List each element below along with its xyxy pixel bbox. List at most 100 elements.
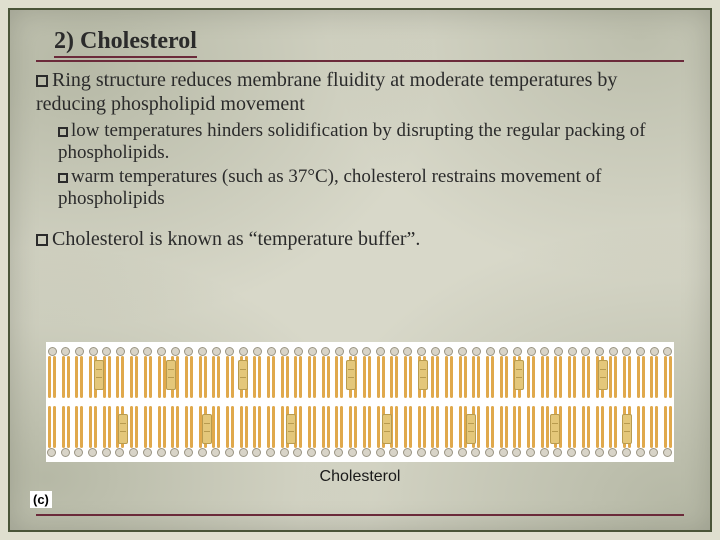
lipid-tail	[655, 356, 658, 398]
lipid-tail	[199, 356, 202, 398]
lipid-tail	[532, 356, 535, 398]
lipid-head-icon	[280, 448, 289, 457]
cholesterol-molecule-icon	[346, 360, 356, 390]
phospholipid	[429, 405, 441, 457]
lipid-tails	[62, 406, 70, 448]
lipid-tails	[500, 356, 508, 398]
lipid-tail	[185, 356, 188, 398]
lipid-tail	[491, 356, 494, 398]
lipid-tail	[171, 406, 174, 448]
lipid-head-icon	[553, 448, 562, 457]
lipid-tail	[308, 406, 311, 448]
phospholipid	[265, 405, 277, 457]
phospholipid	[525, 347, 537, 399]
lipid-tails	[486, 356, 494, 398]
lipid-head-icon	[403, 448, 412, 457]
lipid-tails	[363, 406, 371, 448]
lipid-tail	[149, 406, 152, 448]
cholesterol-molecule-icon	[202, 414, 212, 444]
lipid-head-icon	[486, 347, 495, 356]
lipid-tail	[614, 356, 617, 398]
lipid-tail	[450, 356, 453, 398]
lipid-tail	[217, 406, 220, 448]
lipid-head-icon	[225, 448, 234, 457]
lipid-tail	[108, 356, 111, 398]
lipid-tail	[190, 406, 193, 448]
lipid-tail	[486, 356, 489, 398]
phospholipid	[73, 405, 85, 457]
lipid-tail	[231, 356, 234, 398]
lipid-tails	[281, 356, 289, 398]
lipid-tails	[322, 356, 330, 398]
phospholipid	[484, 347, 496, 399]
phospholipid	[607, 347, 619, 399]
lipid-tail	[642, 406, 645, 448]
lipid-tail	[190, 356, 193, 398]
lipid-head-icon	[129, 448, 138, 457]
lipid-tail	[587, 356, 590, 398]
phospholipid	[73, 347, 85, 399]
lipid-tail	[267, 356, 270, 398]
lipid-head-icon	[184, 347, 193, 356]
lipid-tails	[130, 406, 138, 448]
phospholipid	[361, 347, 373, 399]
lipid-head-icon	[349, 347, 358, 356]
lipid-tail	[217, 356, 220, 398]
slide-content: 2) Cholesterol Ring structure reduces me…	[10, 10, 710, 530]
lipid-tail	[53, 406, 56, 448]
phospholipid	[238, 405, 250, 457]
lipid-tails	[637, 356, 645, 398]
phospholipid	[443, 347, 455, 399]
lipid-tails	[253, 356, 261, 398]
lipid-head-icon	[115, 448, 124, 457]
bullet-2: Cholesterol is known as “temperature buf…	[36, 227, 684, 251]
lipid-tail	[158, 406, 161, 448]
bullet-2-text: Cholesterol is known as “temperature buf…	[52, 228, 420, 250]
lipid-tail	[573, 356, 576, 398]
phospholipid	[402, 347, 414, 399]
bullet-square-icon	[36, 234, 48, 246]
phospholipid	[621, 347, 633, 399]
lipid-tail	[258, 356, 261, 398]
lipid-tail	[267, 406, 270, 448]
lipid-tail	[382, 356, 385, 398]
lipid-tail	[582, 406, 585, 448]
lipid-tail	[546, 406, 549, 448]
lipid-tail	[568, 406, 571, 448]
lipid-tail	[500, 356, 503, 398]
lipid-tails	[48, 356, 56, 398]
cholesterol-molecule-icon	[166, 360, 176, 390]
lipid-tails	[144, 406, 152, 448]
phospholipid	[539, 405, 551, 457]
lipid-tails	[226, 406, 234, 448]
lipid-tail	[363, 406, 366, 448]
lipid-head-icon	[48, 347, 57, 356]
lipid-tails	[294, 356, 302, 398]
lipid-tail	[409, 406, 412, 448]
lipid-tail	[546, 356, 549, 398]
lipid-tail	[144, 356, 147, 398]
lipid-head-icon	[102, 347, 111, 356]
lipid-tail	[212, 356, 215, 398]
lipid-tail	[212, 406, 215, 448]
lipid-head-icon	[75, 347, 84, 356]
lipid-head-icon	[554, 347, 563, 356]
lipid-head-icon	[444, 347, 453, 356]
phospholipid	[128, 347, 140, 399]
lipid-tail	[541, 406, 544, 448]
phospholipid	[402, 405, 414, 457]
sub-bullet-1: low temperatures hinders solidification …	[58, 120, 684, 164]
lipid-tails	[554, 356, 562, 398]
lipid-tail	[286, 356, 289, 398]
lipid-tail	[472, 356, 475, 398]
phospholipid	[648, 347, 660, 399]
lipid-tails	[664, 406, 672, 448]
lipid-tail	[436, 356, 439, 398]
lipid-tail	[409, 356, 412, 398]
phospholipid	[347, 405, 359, 457]
lipid-tails	[596, 406, 604, 448]
lipid-tail	[404, 356, 407, 398]
lipid-tail	[505, 356, 508, 398]
lipid-tails	[404, 356, 412, 398]
lipid-tails	[89, 406, 97, 448]
